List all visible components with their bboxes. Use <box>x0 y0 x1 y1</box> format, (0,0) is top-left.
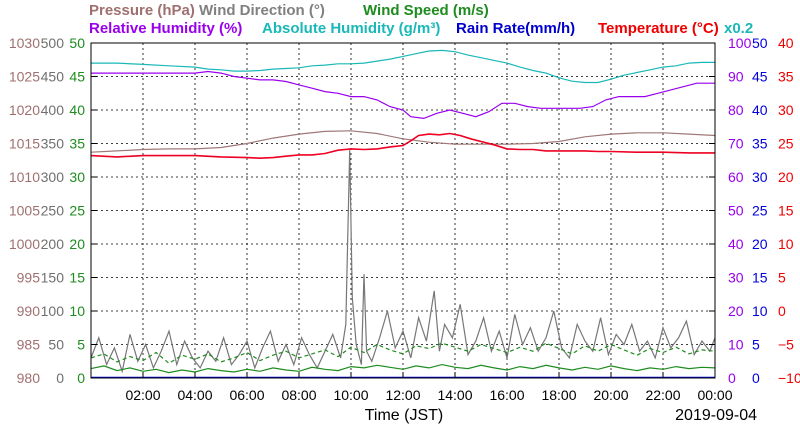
tick-temp: −5 <box>778 337 794 353</box>
x-tick-label: 16:00 <box>489 387 524 403</box>
tick-wind_dir: 500 <box>41 35 65 51</box>
tick-pressure: 1025 <box>9 69 40 85</box>
tick-ah_rain: 50 <box>752 35 768 51</box>
x-axis: 02:00 04:00 06:00 08:00 10:00 12:00 14:00 16:00… <box>125 372 733 403</box>
tick-pressure: 1005 <box>9 203 40 219</box>
x-tick-label: 00:00 <box>697 387 732 403</box>
left-axes: 9809859909951000100510101015102010251030… <box>9 35 97 386</box>
tick-pressure: 1020 <box>9 102 40 118</box>
tick-pressure: 995 <box>17 270 41 286</box>
title-temp: Temperature (°C) <box>598 20 719 37</box>
x-axis-label: Time (JST) <box>365 407 444 424</box>
tick-pressure: 1000 <box>9 236 40 252</box>
x-tick-label: 08:00 <box>281 387 316 403</box>
x-tick-label: 12:00 <box>385 387 420 403</box>
tick-temp: 10 <box>778 236 794 252</box>
tick-wind_speed: 5 <box>77 337 85 353</box>
tick-temp: 30 <box>778 102 794 118</box>
right-axes: 0102030405060708090100051015202530354045… <box>709 35 800 386</box>
x-tick-label: 18:00 <box>541 387 576 403</box>
title-rain_scale: x0.2 <box>724 20 753 37</box>
tick-wind_speed: 50 <box>69 35 85 51</box>
tick-wind_speed: 15 <box>69 270 85 286</box>
tick-rh: 10 <box>728 337 744 353</box>
tick-wind_speed: 40 <box>69 102 85 118</box>
title-rh: Relative Humidity (%) <box>89 20 242 37</box>
tick-ah_rain: 0 <box>752 370 760 386</box>
tick-temp: 35 <box>778 69 794 85</box>
tick-pressure: 1010 <box>9 169 40 185</box>
title-wind_speed: Wind Speed (m/s) <box>363 2 489 19</box>
tick-pressure: 990 <box>17 303 41 319</box>
tick-wind_dir: 400 <box>41 102 65 118</box>
x-tick-label: 10:00 <box>333 387 368 403</box>
tick-ah_rain: 10 <box>752 303 768 319</box>
tick-wind_dir: 200 <box>41 236 65 252</box>
tick-ah_rain: 5 <box>752 337 760 353</box>
series-wind-direction <box>90 150 716 374</box>
x-tick-label: 06:00 <box>229 387 264 403</box>
tick-wind_dir: 300 <box>41 169 65 185</box>
tick-wind_speed: 35 <box>69 136 85 152</box>
x-tick-label: 20:00 <box>593 387 628 403</box>
tick-rh: 0 <box>728 370 736 386</box>
tick-rh: 20 <box>728 303 744 319</box>
tick-wind_speed: 20 <box>69 236 85 252</box>
tick-ah_rain: 25 <box>752 203 768 219</box>
tick-temp: 15 <box>778 203 794 219</box>
series-pressure-hpa <box>90 130 716 153</box>
tick-pressure: 1030 <box>9 35 40 51</box>
tick-wind_dir: 250 <box>41 203 65 219</box>
tick-wind_speed: 10 <box>69 303 85 319</box>
title-ah: Absolute Humidity (g/m³) <box>262 20 440 37</box>
title-rain: Rain Rate(mm/h) <box>456 20 575 37</box>
tick-temp: 20 <box>778 169 794 185</box>
x-tick-label: 04:00 <box>177 387 212 403</box>
tick-ah_rain: 40 <box>752 102 768 118</box>
tick-ah_rain: 20 <box>752 236 768 252</box>
tick-rh: 50 <box>728 203 744 219</box>
tick-rh: 60 <box>728 169 744 185</box>
tick-wind_dir: 350 <box>41 136 65 152</box>
tick-temp: 40 <box>778 35 794 51</box>
tick-temp: 5 <box>778 270 786 286</box>
tick-wind_dir: 100 <box>41 303 65 319</box>
tick-pressure: 980 <box>17 370 41 386</box>
tick-rh: 100 <box>728 35 752 51</box>
tick-rh: 30 <box>728 270 744 286</box>
series-relative-humidity <box>91 70 715 120</box>
tick-wind_dir: 50 <box>48 337 64 353</box>
tick-pressure: 985 <box>17 337 41 353</box>
tick-wind_dir: 450 <box>41 69 65 85</box>
x-tick-label: 14:00 <box>437 387 472 403</box>
tick-wind_speed: 25 <box>69 203 85 219</box>
series-absolute-humidity-g-m <box>91 49 715 84</box>
title-pressure: Pressure (hPa) <box>89 2 195 19</box>
tick-ah_rain: 35 <box>752 136 768 152</box>
title-rows: Pressure (hPa) Wind Direction (°) Wind Spe… <box>89 2 753 37</box>
tick-rh: 80 <box>728 102 744 118</box>
tick-wind_dir: 150 <box>41 270 65 286</box>
tick-temp: −10 <box>778 370 800 386</box>
tick-temp: 25 <box>778 136 794 152</box>
x-tick-label: 22:00 <box>645 387 680 403</box>
tick-rh: 70 <box>728 136 744 152</box>
tick-wind_speed: 0 <box>77 370 85 386</box>
tick-ah_rain: 30 <box>752 169 768 185</box>
x-tick-label: 02:00 <box>125 387 160 403</box>
tick-temp: 0 <box>778 303 786 319</box>
tick-wind_dir: 0 <box>56 370 64 386</box>
tick-rh: 40 <box>728 236 744 252</box>
tick-wind_speed: 45 <box>69 69 85 85</box>
date-label: 2019-09-04 <box>675 407 757 424</box>
tick-rh: 90 <box>728 69 744 85</box>
plot-grid <box>91 43 715 378</box>
title-wind_dir: Wind Direction (°) <box>199 2 325 19</box>
tick-ah_rain: 45 <box>752 69 768 85</box>
tick-ah_rain: 15 <box>752 270 768 286</box>
series-temperature-c <box>90 132 715 160</box>
tick-wind_speed: 30 <box>69 169 85 185</box>
tick-pressure: 1015 <box>9 136 40 152</box>
